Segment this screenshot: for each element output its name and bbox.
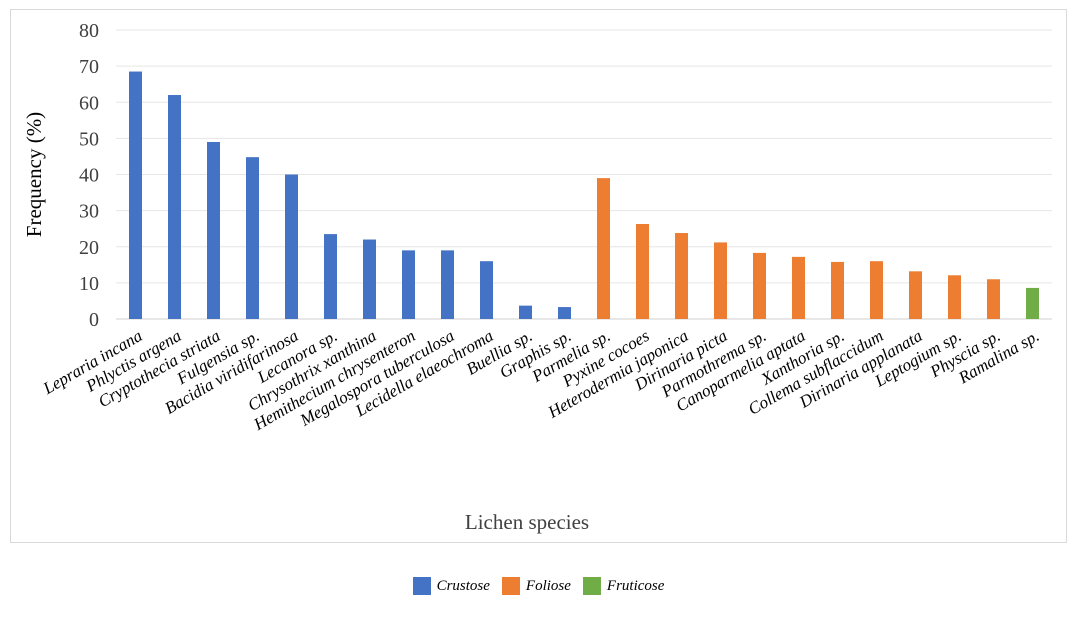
x-axis-title: Lichen species	[465, 510, 589, 534]
legend-label: Crustose	[436, 577, 490, 594]
y-tick-label: 10	[79, 273, 99, 295]
bar	[519, 305, 532, 319]
legend-label: Fruticose	[606, 577, 665, 594]
y-axis-title: Frequency (%)	[22, 112, 46, 237]
bar	[987, 279, 1000, 319]
bar	[597, 178, 610, 319]
chart-frame	[10, 9, 1067, 543]
y-tick-label: 70	[79, 56, 99, 78]
y-tick-label: 0	[89, 309, 99, 331]
legend-item: Foliose	[501, 577, 571, 595]
bar	[753, 252, 766, 319]
bar	[207, 141, 220, 319]
bar	[168, 95, 181, 320]
gridlines	[116, 29, 1052, 320]
bar	[792, 256, 805, 319]
bar	[1026, 287, 1039, 319]
bar	[636, 223, 649, 319]
y-tick-labels: 0 10 20 30 40 50 60 70 80	[79, 20, 99, 331]
bar	[129, 71, 142, 319]
legend-item: Fruticose	[582, 577, 665, 595]
legend: Crustose Foliose Fruticose	[0, 577, 1077, 595]
bar	[831, 261, 844, 319]
bar	[675, 233, 688, 319]
bar	[402, 250, 415, 319]
y-tick-label: 50	[79, 128, 99, 150]
bar	[480, 261, 493, 319]
bar	[948, 275, 961, 319]
y-tick-label: 20	[79, 237, 99, 259]
bar	[714, 242, 727, 319]
bar	[909, 271, 922, 319]
y-tick-label: 60	[79, 92, 99, 114]
legend-label: Foliose	[525, 577, 571, 594]
legend-swatch	[501, 577, 520, 595]
bar	[870, 261, 883, 319]
y-tick-label: 80	[79, 20, 99, 42]
bar	[441, 250, 454, 319]
bar	[285, 174, 298, 319]
y-tick-label: 30	[79, 201, 99, 223]
legend-swatch	[582, 577, 601, 595]
bar	[324, 234, 337, 319]
legend-item: Crustose	[412, 577, 490, 595]
bars	[129, 71, 1039, 320]
bar-chart: 0 10 20 30 40 50 60 70 80 Lepraria incanaPhlycti…	[22, 20, 1052, 534]
bar	[246, 157, 259, 319]
legend-swatch	[412, 577, 431, 595]
y-tick-label: 40	[79, 165, 99, 187]
bar	[363, 239, 376, 319]
bar	[558, 307, 571, 319]
